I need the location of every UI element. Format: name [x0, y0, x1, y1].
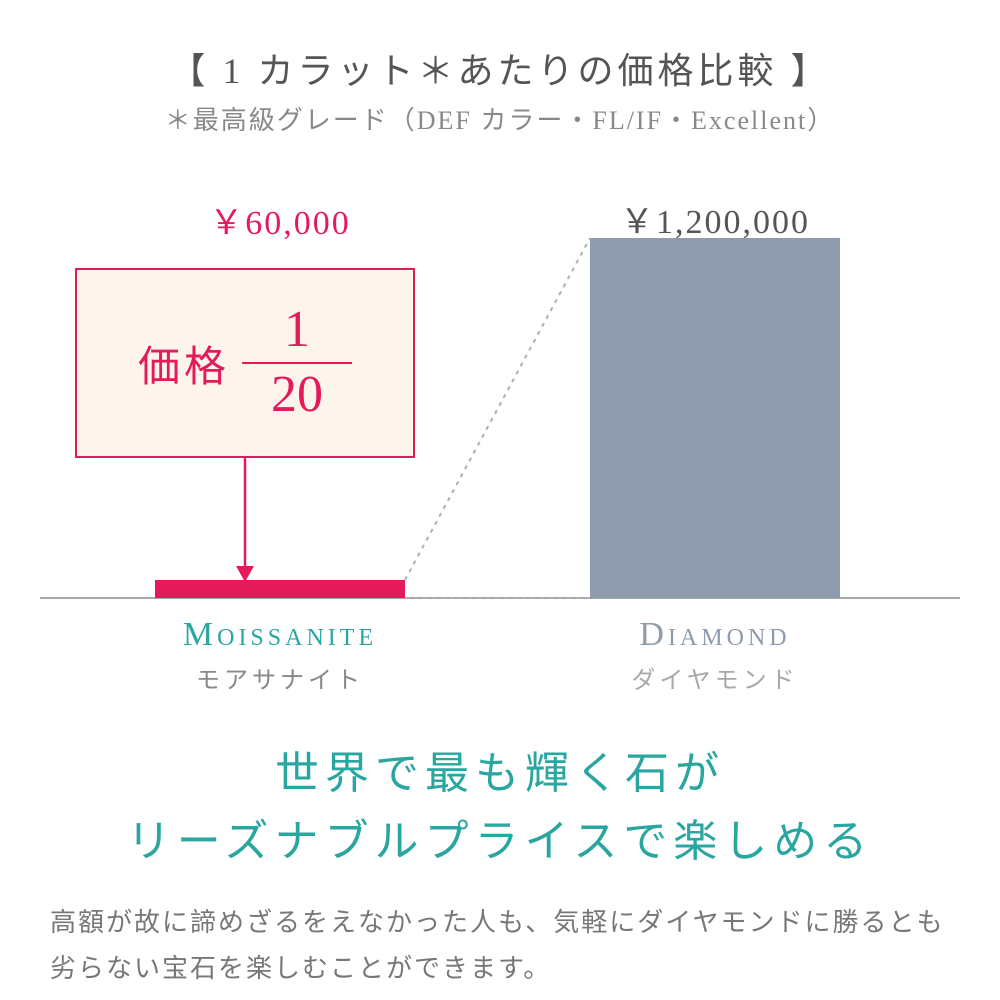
callout-arrow-head: [236, 566, 254, 582]
moissanite-price: ￥60,000: [155, 195, 405, 244]
diamond-price: ￥1,200,000: [590, 194, 840, 243]
body-text: 高額が故に諦めざるをえなかった人も、気軽にダイヤモンドに勝るとも劣らない宝石を楽…: [50, 900, 950, 991]
connector-line-top: [405, 238, 590, 580]
moissanite-name-en: Moissanite: [80, 616, 480, 654]
moissanite-bar: [155, 580, 405, 598]
moissanite-name-jp: モアサナイト: [80, 660, 480, 695]
price-ratio-callout: 価格120: [75, 268, 415, 458]
tagline-line1: 世界で最も輝く石が: [0, 740, 1000, 808]
diamond-name-jp: ダイヤモンド: [515, 660, 915, 695]
diamond-name-en: Diamond: [515, 616, 915, 654]
callout-denominator: 20: [271, 368, 323, 423]
tagline: 世界で最も輝く石がリーズナブルプライスで楽しめる: [0, 740, 1000, 876]
callout-label: 価格: [138, 333, 230, 394]
callout-numerator: 1: [284, 303, 310, 358]
callout-fraction: 120: [242, 303, 352, 422]
callout-fraction-line: [242, 362, 352, 364]
tagline-line2: リーズナブルプライスで楽しめる: [0, 808, 1000, 876]
diamond-bar: [590, 238, 840, 598]
